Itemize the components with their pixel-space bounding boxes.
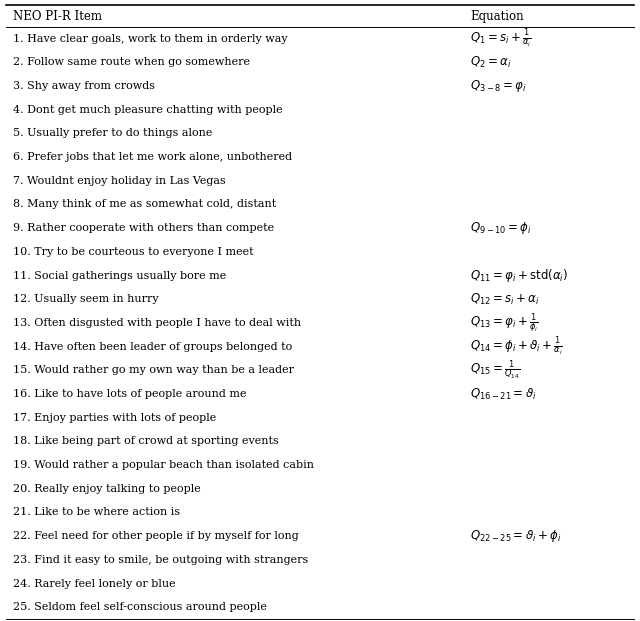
Text: 16. Like to have lots of people around me: 16. Like to have lots of people around m… — [13, 389, 246, 399]
Text: 2. Follow same route when go somewhere: 2. Follow same route when go somewhere — [13, 57, 250, 67]
Text: $Q_2 = \alpha_i$: $Q_2 = \alpha_i$ — [470, 55, 511, 70]
Text: $Q_{14} = \phi_i + \vartheta_i + \frac{1}{\alpha_i}$: $Q_{14} = \phi_i + \vartheta_i + \frac{1… — [470, 336, 563, 358]
Text: 22. Feel need for other people if by myself for long: 22. Feel need for other people if by mys… — [13, 531, 298, 541]
Text: 11. Social gatherings usually bore me: 11. Social gatherings usually bore me — [13, 271, 226, 281]
Text: NEO PI-R Item: NEO PI-R Item — [13, 10, 102, 22]
Text: 1. Have clear goals, work to them in orderly way: 1. Have clear goals, work to them in ord… — [13, 34, 287, 43]
Text: 3. Shy away from crowds: 3. Shy away from crowds — [13, 81, 155, 91]
Text: 7. Wouldnt enjoy holiday in Las Vegas: 7. Wouldnt enjoy holiday in Las Vegas — [13, 176, 225, 186]
Text: 10. Try to be courteous to everyone I meet: 10. Try to be courteous to everyone I me… — [13, 247, 253, 257]
Text: $Q_{11} = \varphi_i + \mathrm{std}(\alpha_i)$: $Q_{11} = \varphi_i + \mathrm{std}(\alph… — [470, 267, 568, 284]
Text: $Q_{12} = s_i + \alpha_i$: $Q_{12} = s_i + \alpha_i$ — [470, 292, 540, 307]
Text: 4. Dont get much pleasure chatting with people: 4. Dont get much pleasure chatting with … — [13, 105, 282, 115]
Text: 20. Really enjoy talking to people: 20. Really enjoy talking to people — [13, 484, 200, 494]
Text: 14. Have often been leader of groups belonged to: 14. Have often been leader of groups bel… — [13, 342, 292, 351]
Text: $Q_{22-25} = \vartheta_i + \phi_i$: $Q_{22-25} = \vartheta_i + \phi_i$ — [470, 528, 562, 544]
Text: 13. Often disgusted with people I have to deal with: 13. Often disgusted with people I have t… — [13, 318, 301, 328]
Text: 6. Prefer jobs that let me work alone, unbothered: 6. Prefer jobs that let me work alone, u… — [13, 152, 292, 162]
Text: $Q_{16-21} = \vartheta_i$: $Q_{16-21} = \vartheta_i$ — [470, 386, 537, 402]
Text: $Q_{3-8} = \varphi_i$: $Q_{3-8} = \varphi_i$ — [470, 78, 527, 94]
Text: 21. Like to be where action is: 21. Like to be where action is — [13, 507, 180, 517]
Text: 12. Usually seem in hurry: 12. Usually seem in hurry — [13, 294, 159, 304]
Text: 23. Find it easy to smile, be outgoing with strangers: 23. Find it easy to smile, be outgoing w… — [13, 555, 308, 565]
Text: $Q_{13} = \varphi_i + \frac{1}{\phi_i}$: $Q_{13} = \varphi_i + \frac{1}{\phi_i}$ — [470, 311, 539, 335]
Text: 5. Usually prefer to do things alone: 5. Usually prefer to do things alone — [13, 129, 212, 138]
Text: 24. Rarely feel lonely or blue: 24. Rarely feel lonely or blue — [13, 579, 175, 589]
Text: 8. Many think of me as somewhat cold, distant: 8. Many think of me as somewhat cold, di… — [13, 199, 276, 209]
Text: 9. Rather cooperate with others than compete: 9. Rather cooperate with others than com… — [13, 223, 274, 233]
Text: 25. Seldom feel self-conscious around people: 25. Seldom feel self-conscious around pe… — [13, 602, 267, 612]
Text: $Q_{9-10} = \phi_i$: $Q_{9-10} = \phi_i$ — [470, 220, 532, 236]
Text: 17. Enjoy parties with lots of people: 17. Enjoy parties with lots of people — [13, 413, 216, 423]
Text: $Q_{15} = \frac{1}{Q_{14}}$: $Q_{15} = \frac{1}{Q_{14}}$ — [470, 359, 521, 382]
Text: Equation: Equation — [470, 10, 524, 22]
Text: 19. Would rather a popular beach than isolated cabin: 19. Would rather a popular beach than is… — [13, 460, 314, 470]
Text: 15. Would rather go my own way than be a leader: 15. Would rather go my own way than be a… — [13, 365, 294, 375]
Text: 18. Like being part of crowd at sporting events: 18. Like being part of crowd at sporting… — [13, 437, 278, 446]
Text: $Q_1 = s_i + \frac{1}{\alpha_i}$: $Q_1 = s_i + \frac{1}{\alpha_i}$ — [470, 28, 532, 50]
